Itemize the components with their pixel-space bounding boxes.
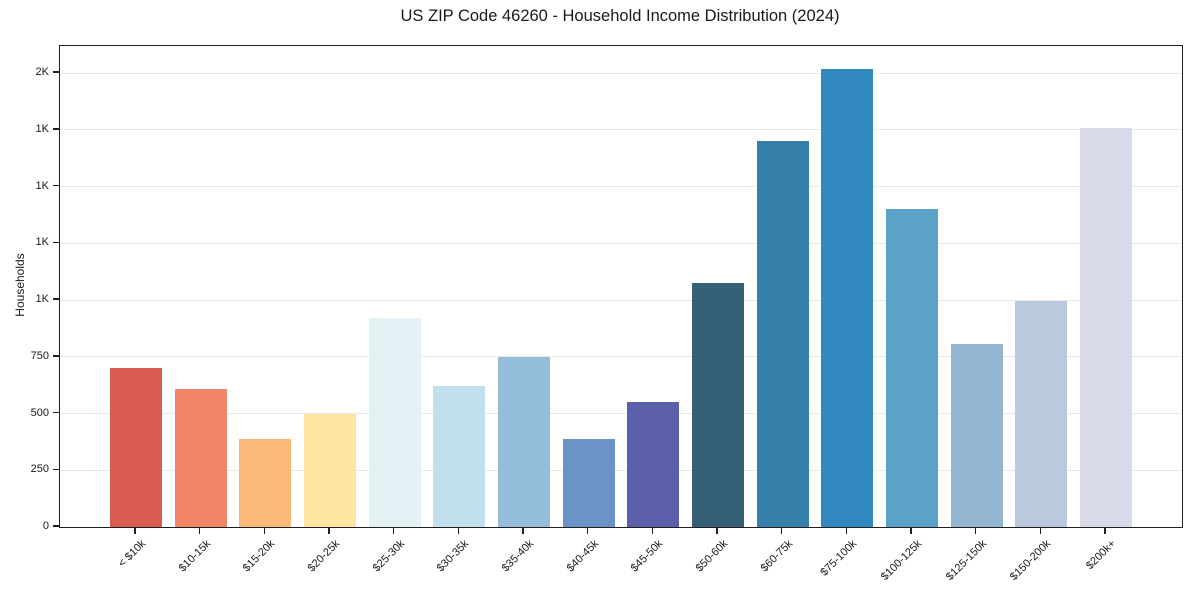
x-tick-mark: [263, 527, 266, 534]
x-tick-mark: [392, 527, 395, 534]
gridline: [60, 413, 1182, 415]
x-tick-mark: [198, 527, 201, 534]
x-tick-mark: [457, 527, 460, 534]
bar-25-30k: [368, 318, 421, 527]
bar-30-35k: [433, 386, 486, 527]
bar-200k: [1080, 127, 1132, 527]
x-tick-mark: [522, 527, 524, 534]
bar-10k: [110, 368, 162, 527]
y-axis-label: Households: [13, 253, 27, 317]
gridline: [60, 129, 1182, 131]
y-tick-label: 1K: [35, 179, 49, 192]
y-tick-mark: [53, 184, 59, 187]
x-tick-mark: [716, 527, 718, 534]
gridline: [60, 72, 1182, 74]
chart-title: US ZIP Code 46260 - Household Income Dis…: [400, 7, 840, 25]
x-tick-mark: [974, 527, 977, 534]
x-tick-mark: [910, 527, 912, 534]
bar-125-150k: [950, 344, 1003, 527]
bar-50-60k: [692, 283, 744, 527]
x-tick-mark: [134, 527, 136, 534]
x-tick-mark: [1104, 527, 1106, 534]
plot-area: [59, 45, 1183, 528]
gridline: [60, 356, 1182, 358]
bar-75-100k: [821, 68, 874, 527]
y-tick-mark: [53, 128, 59, 130]
y-tick-label: 250: [30, 463, 49, 476]
bar-35-40k: [498, 356, 550, 527]
bar-150-200k: [1015, 301, 1068, 527]
x-tick-mark: [586, 527, 589, 534]
x-tick-mark: [780, 527, 783, 534]
x-tick-mark: [651, 527, 654, 534]
x-tick-mark: [845, 527, 848, 534]
y-tick-mark: [53, 525, 59, 527]
bar-45-50k: [627, 402, 680, 527]
x-tick-mark: [328, 527, 330, 534]
y-tick-mark: [53, 411, 59, 414]
y-tick-label: 1K: [35, 122, 49, 135]
x-tick-label: < $10k: [116, 537, 149, 570]
y-tick-mark: [53, 298, 59, 300]
bar-60-75k: [756, 141, 809, 527]
bar-100-125k: [886, 209, 938, 527]
y-tick-mark: [53, 241, 59, 244]
y-tick-label: 750: [30, 349, 49, 362]
gridline: [60, 299, 1182, 301]
y-tick-mark: [53, 71, 59, 73]
bar-15-20k: [239, 438, 292, 527]
y-tick-label: 2K: [35, 66, 49, 79]
y-tick-mark: [53, 468, 59, 471]
gridline: [60, 242, 1182, 244]
y-tick-label: 0: [42, 520, 49, 532]
gridline: [60, 186, 1182, 188]
y-tick-label: 1K: [35, 293, 49, 306]
x-tick-mark: [1039, 527, 1042, 534]
gridline: [60, 469, 1182, 471]
bar-20-25k: [304, 413, 356, 527]
y-tick-label: 500: [30, 406, 49, 419]
y-tick-mark: [53, 355, 59, 357]
bar-10-15k: [174, 388, 227, 527]
bar-40-45k: [562, 438, 615, 527]
y-tick-label: 1K: [35, 236, 49, 249]
